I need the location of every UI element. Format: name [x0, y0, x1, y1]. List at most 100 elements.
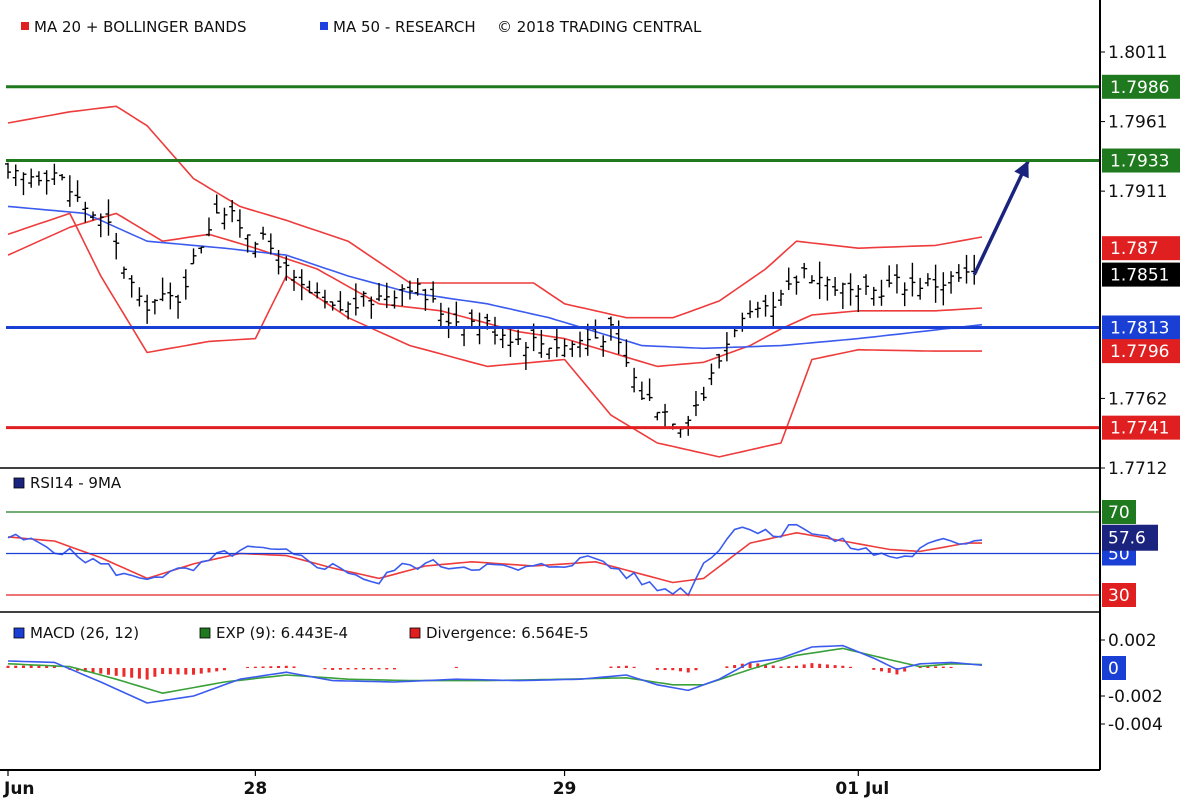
price-bar	[940, 272, 947, 306]
price-bar	[283, 256, 290, 281]
macd-current-tag: 0	[1108, 659, 1119, 679]
price-bar	[97, 213, 104, 238]
price-bar	[20, 172, 27, 196]
price-bar	[252, 241, 259, 258]
price-bar	[144, 294, 151, 324]
y-tick-label: 1.8011	[1108, 43, 1167, 63]
price-bar	[51, 163, 58, 185]
rsi-level-tag-bg	[1102, 583, 1136, 607]
price-bar	[600, 335, 607, 357]
price-bar	[569, 341, 576, 357]
price-bar	[345, 301, 352, 320]
divergence-bar	[331, 668, 335, 670]
divergence-bar	[454, 666, 458, 668]
price-bar	[291, 269, 298, 291]
series-layer	[5, 105, 1030, 704]
rsi-level-tag: 30	[1108, 586, 1130, 606]
legend-swatch	[13, 627, 25, 639]
price-bar	[260, 226, 267, 240]
price-bar	[383, 282, 390, 309]
legend-layer: MA 20 + BOLLINGER BANDS MA 50 - RESEARCH ©…	[13, 18, 702, 642]
rsi-line	[7, 523, 983, 597]
price-tag: 1.787	[1110, 239, 1159, 259]
divergence-bar	[29, 665, 33, 668]
divergence-bar	[168, 668, 172, 675]
price-bars	[5, 162, 978, 438]
price-bar	[198, 246, 205, 254]
level-tag-bg	[1102, 315, 1180, 340]
price-bar	[306, 280, 313, 294]
divergence-bar	[787, 666, 791, 668]
divergence-bar	[725, 666, 729, 668]
divergence-bar	[671, 668, 675, 671]
macd-legend: MACD (26, 12) EXP (9): 6.443E-4 Divergence…	[13, 624, 589, 642]
price-bar	[43, 170, 50, 195]
price-bar	[901, 282, 908, 307]
divergence-bar	[903, 668, 907, 672]
divergence-bar	[362, 668, 366, 670]
price-bar	[561, 338, 568, 358]
divergence-bar	[887, 668, 891, 673]
price-bar	[948, 271, 955, 294]
divergence-bar	[6, 665, 10, 668]
price-bar	[90, 211, 97, 221]
price-bar	[314, 282, 321, 299]
legend-swatch	[21, 22, 29, 30]
divergence-bar	[377, 668, 381, 670]
target-arrow-head	[1014, 160, 1029, 179]
divergence-bar	[323, 668, 327, 670]
price-bar	[646, 378, 653, 401]
price-bar	[213, 194, 220, 214]
legend-swatch	[199, 627, 211, 639]
price-bar	[785, 267, 792, 291]
price-bar	[924, 273, 931, 287]
divergence-bar	[385, 668, 389, 670]
price-bar	[863, 274, 870, 295]
price-bar	[453, 301, 460, 328]
price-bar	[430, 281, 437, 303]
bollinger-upper-line	[7, 105, 983, 319]
divergence-bar	[879, 668, 883, 672]
price-bar	[507, 329, 514, 357]
price-bar	[236, 209, 243, 238]
price-bar	[244, 234, 251, 253]
price-bar	[190, 248, 197, 265]
price-bar	[128, 275, 135, 298]
price-bar	[414, 278, 421, 296]
divergence-bar	[833, 665, 837, 668]
x-tick-label: 28	[244, 779, 268, 799]
divergence-bar	[292, 666, 296, 668]
price-bar	[654, 411, 661, 421]
divergence-bar	[130, 668, 134, 678]
price-bar	[337, 291, 344, 312]
rsi-current-tag: 57.6	[1108, 529, 1146, 549]
divergence-bar	[934, 666, 938, 668]
price-bar	[778, 289, 784, 306]
divergence-bar	[841, 665, 845, 668]
price-bar	[801, 262, 808, 279]
price-bar	[12, 164, 19, 187]
price-bar	[754, 301, 761, 318]
divergence-bar	[184, 668, 188, 675]
price-bar	[816, 261, 823, 300]
level-tag-bg	[1102, 148, 1180, 173]
macd-current-tag-bg	[1102, 656, 1126, 680]
divergence-bar	[246, 666, 250, 668]
price-bar	[329, 301, 336, 311]
divergence-bar	[632, 666, 636, 668]
divergence-bar	[215, 668, 219, 672]
divergence-bar	[794, 665, 798, 668]
price-bar	[723, 332, 730, 362]
divergence-bar	[153, 668, 157, 677]
y-tick-label: 1.7712	[1108, 459, 1167, 479]
price-bar	[159, 277, 166, 302]
divergence-bar	[207, 668, 211, 673]
divergence-bar	[114, 668, 118, 676]
price-bar	[538, 329, 545, 358]
rsi-current-tag-bg	[1102, 524, 1158, 551]
divergence-bar	[277, 665, 281, 668]
price-bar	[522, 342, 529, 371]
divergence-bar	[354, 668, 358, 670]
y-tick-label: 1.7762	[1108, 389, 1167, 409]
